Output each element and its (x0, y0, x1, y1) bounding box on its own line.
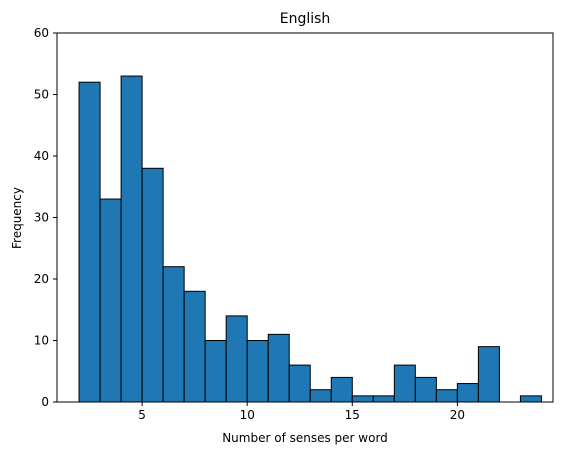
histogram-bar (246, 340, 269, 403)
histogram-bar (99, 198, 122, 403)
histogram-bar (477, 346, 500, 403)
y-tick-label: 0 (41, 395, 49, 409)
x-tick-label: 20 (450, 408, 465, 422)
histogram-bar (267, 333, 290, 403)
y-tick-label: 50 (34, 88, 49, 102)
x-tick-label: 15 (345, 408, 360, 422)
histogram-bar (372, 395, 395, 403)
histogram-bar (183, 290, 206, 403)
histogram-bar (288, 364, 311, 403)
y-tick-label: 40 (34, 149, 49, 163)
histogram-bar (141, 167, 164, 403)
y-axis-label: Frequency (10, 187, 24, 249)
histogram-bar (309, 389, 332, 403)
x-axis-ticks: 5 10 15 20 (138, 402, 465, 422)
y-tick-label: 30 (34, 211, 49, 225)
x-tick-label: 10 (240, 408, 255, 422)
y-axis-ticks: 0 10 20 30 40 50 60 (34, 26, 57, 409)
histogram-bar (78, 81, 101, 403)
histogram-bar (351, 395, 374, 403)
chart-title: English (280, 11, 331, 27)
histogram-bar (456, 383, 479, 403)
y-tick-label: 10 (34, 334, 49, 348)
y-tick-label: 20 (34, 272, 49, 286)
x-tick-label: 5 (138, 408, 146, 422)
y-tick-label: 60 (34, 26, 49, 40)
bars-group (78, 75, 542, 403)
histogram-bar (120, 75, 143, 403)
histogram-bar (519, 395, 542, 403)
histogram-bar (204, 340, 227, 403)
x-axis-label: Number of senses per word (222, 431, 388, 445)
histogram-bar (414, 376, 437, 403)
histogram-bar (393, 364, 416, 403)
histogram-bar (162, 266, 185, 403)
histogram-bar (330, 376, 353, 403)
histogram-bar (435, 389, 458, 403)
histogram-bar (225, 315, 248, 403)
